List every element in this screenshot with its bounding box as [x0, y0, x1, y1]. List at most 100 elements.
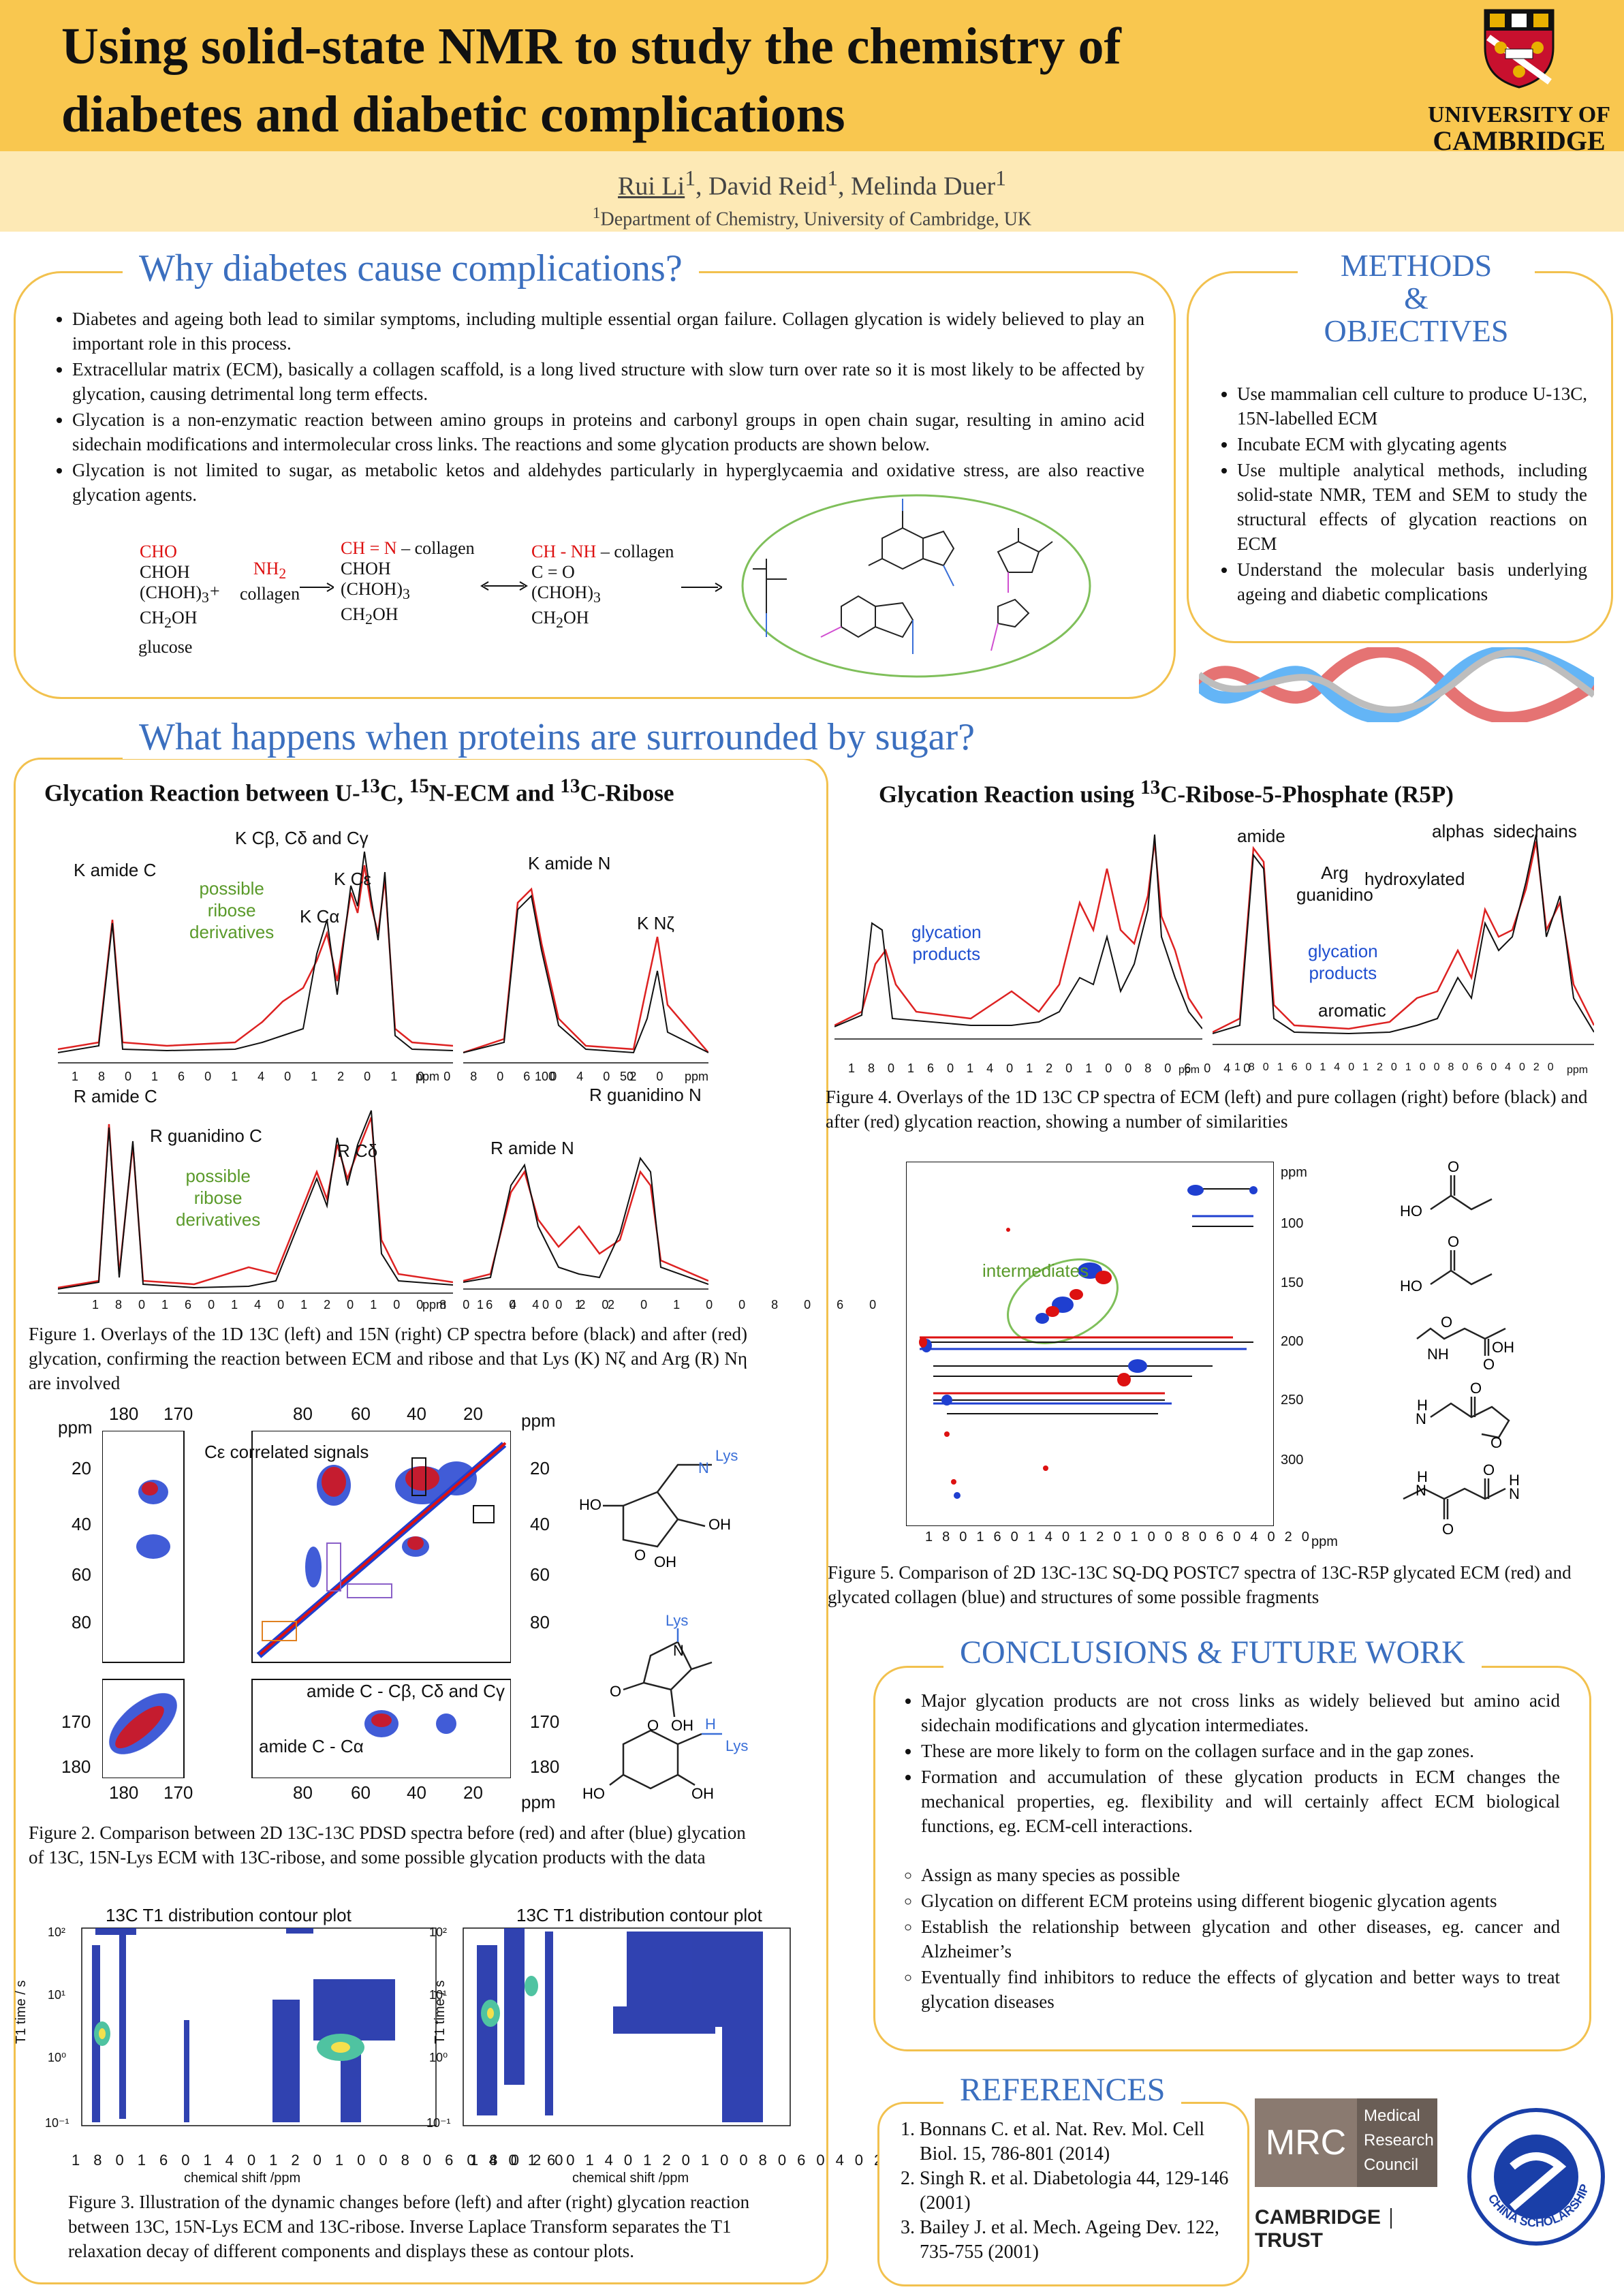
- list-item: Glycation is not limited to sugar, as me…: [72, 458, 1144, 507]
- svg-text:O: O: [610, 1683, 621, 1700]
- fig5-fragments-icon: O HO O HO O OH NH O H N O O H N H N O O: [1400, 1158, 1520, 1538]
- cambridge-crest-icon: [1484, 9, 1555, 89]
- svg-text:Lys: Lys: [715, 1447, 738, 1464]
- list-item: Establish the relationship between glyca…: [921, 1914, 1560, 1964]
- fig4-axis-right: 18016014012010080604020: [1234, 1061, 1562, 1073]
- fig3-title-left: 13C T1 distribution contour plot: [106, 1905, 352, 1925]
- mrc-logo: MRC Medical Research Council: [1255, 2098, 1439, 2187]
- fig4-collagen-spectrum: [1213, 828, 1594, 1049]
- right-heading: Glycation Reaction using 13C-Ribose-5-Ph…: [879, 777, 1454, 808]
- list-item: Eventually find inhibitors to reduce the…: [921, 1965, 1560, 2014]
- conclusions-panel: [873, 1666, 1591, 2051]
- svg-text:HO: HO: [579, 1496, 602, 1513]
- fig3-ylabel-right: T1 time / s: [433, 1980, 448, 2044]
- svg-text:H: H: [1417, 1468, 1428, 1485]
- authors-bar: Rui Li1, David Reid1, Melinda Duer1 1Dep…: [0, 151, 1624, 232]
- label-k-amide-n: K amide N: [528, 853, 611, 873]
- list-item: Formation and accumulation of these glyc…: [921, 1765, 1560, 1838]
- svg-text:H: H: [705, 1716, 716, 1733]
- svg-text:O: O: [1470, 1380, 1482, 1397]
- glycation-products-icon: [741, 494, 1091, 678]
- list-item: Use mammalian cell culture to produce U-…: [1237, 382, 1587, 431]
- list-item: These are more likely to form on the col…: [921, 1739, 1560, 1763]
- conclusions-bullets: Major glycation products are not cross l…: [886, 1688, 1560, 2015]
- label-amide: amide: [1237, 826, 1285, 846]
- list-item: Glycation is a non-enzymatic reaction be…: [72, 407, 1144, 456]
- author-2: David Reid: [708, 172, 828, 201]
- label-k-nz: K Nζ: [637, 913, 674, 933]
- svg-text:HO: HO: [1400, 1277, 1422, 1294]
- svg-text:Lys: Lys: [725, 1737, 748, 1754]
- methods-title: METHODS & OBJECTIVES: [1298, 249, 1535, 347]
- fig3-caption: Figure 3. Illustration of the dynamic ch…: [68, 2192, 750, 2261]
- amadori-structure: CH - NH – collagen C = O (CHOH)3 CH2OH: [531, 542, 674, 632]
- label-possible-ribose-2: possible ribose derivatives: [176, 1166, 261, 1230]
- svg-text:Lys: Lys: [666, 1612, 688, 1629]
- imine-structure: CH = N – collagen CHOH (CHOH)3 CH2OH: [341, 538, 475, 628]
- list-item: Diabetes and ageing both lead to similar…: [72, 307, 1144, 356]
- list-item: Assign as many species as possible: [921, 1863, 1560, 1887]
- label-alphas: alphas: [1432, 821, 1484, 841]
- fig2-pdsd-spectrum: [102, 1431, 511, 1778]
- fig4-caption: Figure 4. Overlays of the 1D 13C CP spec…: [826, 1087, 1588, 1132]
- author-1: Rui Li: [618, 172, 685, 201]
- list-item: Extracellular matrix (ECM), basically a …: [72, 357, 1144, 406]
- svg-text:O: O: [1441, 1314, 1452, 1331]
- svg-text:N: N: [673, 1642, 684, 1659]
- fig5-caption: Figure 5. Comparison of 2D 13C-13C SQ-DQ…: [828, 1562, 1572, 1607]
- methods-bullets: Use mammalian cell culture to produce U-…: [1206, 382, 1587, 608]
- svg-text:O: O: [1442, 1521, 1454, 1538]
- list-item: Glycation on different ECM proteins usin…: [921, 1889, 1560, 1913]
- title-line-1: Using solid-state NMR to study the chemi…: [61, 18, 1121, 75]
- label-ce-correlated: Cε correlated signals: [204, 1442, 369, 1462]
- fig1-axis-rn: 1401201008060: [477, 1298, 903, 1312]
- why-bullets: Diabetes and ageing both lead to similar…: [41, 307, 1144, 508]
- svg-text:N: N: [1416, 1482, 1426, 1499]
- list-item: Bonnans C. et al. Nat. Rev. Mol. Cell Bi…: [920, 2117, 1240, 2167]
- poster-title: Using solid-state NMR to study the chemi…: [61, 12, 1356, 149]
- fig1-caption: Figure 1. Overlays of the 1D 13C (left) …: [29, 1324, 747, 1393]
- svg-text:O: O: [1483, 1356, 1495, 1373]
- fig1-15n-lys-spectrum: [463, 848, 708, 1066]
- label-aromatic: aromatic: [1318, 1000, 1386, 1021]
- list-item: Use multiple analytical methods, includi…: [1237, 458, 1587, 556]
- conclusions-title: CONCLUSIONS & FUTURE WORK: [943, 1634, 1482, 1671]
- svg-text:O: O: [1448, 1233, 1459, 1250]
- label-amide-cb: amide C - Cβ, Cδ and Cγ: [307, 1681, 505, 1701]
- left-heading: Glycation Reaction between U-13C, 15N-EC…: [44, 775, 674, 807]
- list-item: Understand the molecular basis underlyin…: [1237, 557, 1587, 606]
- poster-header: Using solid-state NMR to study the chemi…: [0, 0, 1624, 155]
- svg-text:OH: OH: [671, 1717, 693, 1734]
- references-list: Bonnans C. et al. Nat. Rev. Mol. Cell Bi…: [892, 2117, 1240, 2265]
- label-amide-ca: amide C - Cα: [259, 1736, 364, 1756]
- references-title: REFERENCES: [943, 2071, 1182, 2109]
- fig5-xaxis: 18016014012010080604020: [925, 1530, 1319, 1545]
- arrow-icon: [681, 583, 722, 592]
- svg-text:OH: OH: [654, 1553, 676, 1570]
- label-r-amide-c: R amide C: [74, 1086, 157, 1106]
- glucose-label: glucose: [138, 637, 193, 657]
- svg-text:O: O: [1448, 1158, 1459, 1175]
- fig4-ecm-spectrum: [834, 828, 1202, 1049]
- list-item: Bailey J. et al. Mech. Ageing Dev. 122, …: [920, 2216, 1240, 2265]
- svg-text:H: H: [1417, 1397, 1428, 1414]
- fig1-axis-c-bottom: 18016014012010080604020: [92, 1298, 625, 1312]
- fig1-13c-arg-spectrum: [58, 1104, 453, 1301]
- list-item: Singh R. et al. Diabetologia 44, 129-146…: [920, 2167, 1240, 2216]
- equilibrium-arrow-icon: [480, 581, 528, 591]
- fig3-xlabel-right: chemical shift /ppm: [572, 2171, 689, 2186]
- arrow-icon: [300, 583, 334, 592]
- references-panel: [877, 2102, 1249, 2286]
- svg-text:O: O: [1483, 1461, 1495, 1478]
- university-name: UNIVERSITY OF CAMBRIDGE: [1428, 102, 1610, 156]
- label-r-cd: R Cδ: [337, 1141, 378, 1161]
- svg-text:HO: HO: [1400, 1203, 1422, 1220]
- fig3-title-right: 13C T1 distribution contour plot: [516, 1905, 762, 1925]
- fig3-xlabel-left: chemical shift /ppm: [184, 2171, 301, 2186]
- fig3-t1-contour-plots: [81, 1927, 791, 2126]
- svg-text:O: O: [634, 1547, 646, 1564]
- label-r-guan-n: R guanidino N: [589, 1085, 702, 1105]
- svg-text:NH: NH: [1427, 1346, 1449, 1363]
- fig5-sqdq-spectrum: [906, 1162, 1274, 1526]
- why-panel: [14, 271, 1176, 699]
